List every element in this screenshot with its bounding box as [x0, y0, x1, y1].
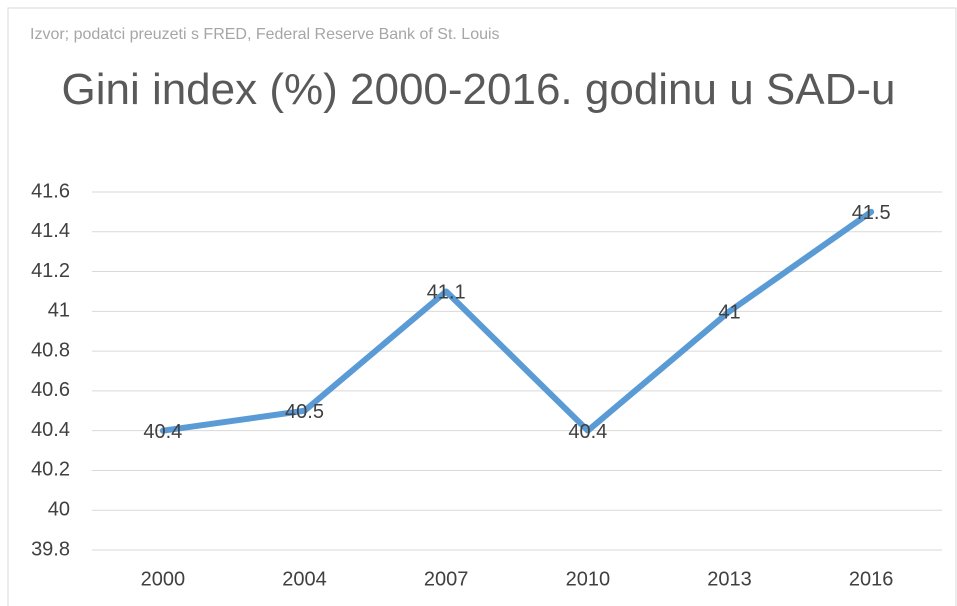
chart-title: Gini index (%) 2000-2016. godinu u SAD-u [61, 65, 896, 114]
y-tick-label: 41.6 [31, 180, 70, 202]
x-tick-label: 2007 [424, 568, 469, 590]
chart-subtitle: Izvor; podatci preuzeti s FRED, Federal … [30, 26, 500, 43]
x-tick-label: 2000 [141, 568, 186, 590]
y-tick-label: 40 [48, 499, 70, 521]
data-label: 40.4 [568, 421, 607, 443]
data-label: 40.4 [143, 421, 182, 443]
y-tick-label: 39.8 [31, 538, 70, 560]
y-tick-label: 41 [48, 300, 70, 322]
data-label: 41 [718, 302, 740, 324]
data-label: 41.5 [852, 202, 891, 224]
x-tick-label: 2016 [849, 568, 894, 590]
y-tick-label: 40.6 [31, 379, 70, 401]
y-tick-label: 40.8 [31, 339, 70, 361]
y-tick-label: 41.4 [31, 220, 70, 242]
data-line [159, 208, 875, 434]
y-tick-label: 40.2 [31, 459, 70, 481]
data-label: 40.5 [285, 401, 324, 423]
x-tick-label: 2013 [707, 568, 752, 590]
x-tick-label: 2010 [566, 568, 611, 590]
chart-border [7, 7, 957, 606]
data-label: 41.1 [427, 282, 466, 304]
y-tick-label: 41.2 [31, 260, 70, 282]
x-tick-label: 2004 [282, 568, 327, 590]
y-tick-label: 40.4 [31, 419, 70, 441]
